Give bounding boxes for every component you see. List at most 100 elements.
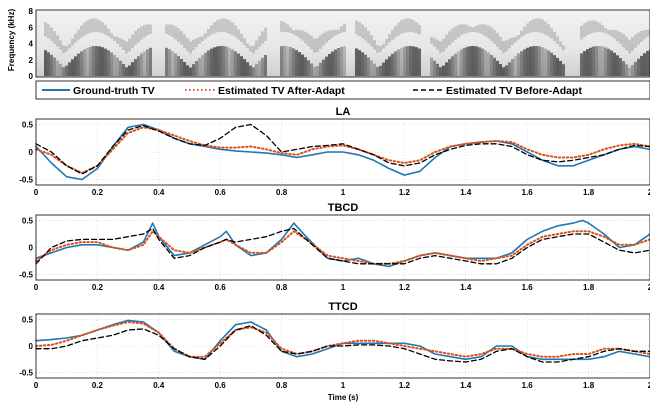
- plot-frame: [35, 118, 650, 186]
- spectrogram-band: [583, 23, 586, 38]
- chart-title: LA: [336, 106, 351, 118]
- spectrogram-band: [240, 33, 243, 43]
- spectrogram-band: [186, 38, 189, 52]
- spectrogram-band: [180, 58, 183, 76]
- spectrogram-band: [313, 38, 316, 53]
- spectrogram-band: [517, 34, 520, 40]
- spectrogram-band: [592, 20, 595, 33]
- spectrogram-band: [301, 30, 304, 41]
- spectrogram-band: [80, 51, 83, 76]
- spectrogram-band: [460, 24, 463, 36]
- spectrogram-band: [442, 65, 445, 76]
- xtick-label: 1: [341, 188, 346, 197]
- xtick-label: 1.4: [460, 381, 472, 390]
- spectrogram-band: [180, 30, 183, 45]
- spectrogram-band: [89, 18, 92, 33]
- spectrogram-band: [328, 53, 331, 76]
- spectrogram-band: [89, 46, 92, 76]
- spectrogram-band: [116, 37, 119, 44]
- spectrogram-band: [240, 56, 243, 76]
- spectrogram-band: [44, 22, 47, 37]
- spectrogram-band: [252, 67, 255, 76]
- spectrogram-band: [364, 54, 367, 76]
- spectrogram-band: [110, 32, 113, 39]
- spectrogram-band: [86, 47, 89, 76]
- spectrogram-band: [174, 26, 177, 40]
- spectrogram-band: [113, 54, 116, 76]
- spectrogram-band: [634, 61, 637, 76]
- xtick-label: 0.8: [276, 188, 288, 197]
- spectrogram-band: [249, 45, 252, 52]
- spectrogram-band: [107, 50, 110, 76]
- spectrogram-band: [337, 47, 340, 76]
- spectrogram-band: [307, 33, 310, 47]
- spectrogram-band: [322, 33, 325, 46]
- spectrogram-band: [171, 51, 174, 76]
- spectrogram-band: [397, 49, 400, 76]
- spectrogram-band: [475, 25, 478, 33]
- spectrogram-band: [622, 61, 625, 76]
- spectrogram-band: [98, 46, 101, 76]
- spectrogram-band: [237, 29, 240, 40]
- spectrogram-band: [505, 65, 508, 76]
- xtick-label: 1.6: [522, 283, 534, 292]
- spectrogram-band: [328, 30, 331, 40]
- spectrogram-band: [334, 49, 337, 76]
- spectrogram-band: [643, 53, 646, 76]
- spectrogram-band: [520, 30, 523, 38]
- spectrogram-band: [628, 39, 631, 54]
- spectrogram-band: [415, 22, 418, 34]
- spectrogram-band: [56, 60, 59, 76]
- spectrogram-band: [301, 54, 304, 76]
- spectrogram-band: [607, 48, 610, 76]
- ytick-label: 0.5: [22, 121, 34, 130]
- spectrogram-band: [56, 35, 59, 47]
- spectrogram-band: [529, 20, 532, 33]
- spectrogram-band: [439, 41, 442, 54]
- spectrogram-band: [391, 29, 394, 40]
- spectrogram-band: [68, 62, 71, 76]
- ytick-label: -0.5: [19, 369, 33, 378]
- spectrogram-band: [313, 66, 316, 76]
- plot-frame: [35, 214, 650, 281]
- spectrogram-band: [246, 62, 249, 76]
- spectrogram-band: [547, 50, 550, 76]
- spectrogram-band: [502, 67, 505, 76]
- spectrogram-band: [595, 46, 598, 76]
- spectrogram-band: [445, 34, 448, 49]
- xtick-label: 0.6: [215, 381, 227, 390]
- spectrogram-band: [92, 46, 95, 76]
- xtick-label: 0: [34, 188, 39, 197]
- spectrogram-band: [448, 59, 451, 76]
- spectrogram-band: [95, 46, 98, 76]
- legend-label-before-adapt: Estimated TV Before-Adapt: [446, 85, 582, 97]
- xtick-label: 1.2: [399, 381, 411, 390]
- spectrogram-band: [463, 47, 466, 76]
- xtick-label: 0.4: [153, 381, 165, 390]
- spectrogram-band: [358, 50, 361, 76]
- series-line-after-adapt: [35, 126, 650, 174]
- spectrogram-band: [370, 60, 373, 76]
- spectrogram-band: [174, 53, 177, 76]
- spectrogram-band: [286, 24, 289, 33]
- spectrogram-band: [517, 53, 520, 76]
- spectrogram-band: [520, 51, 523, 76]
- spectrogram-band: [634, 34, 637, 48]
- spectrogram-band: [586, 21, 589, 36]
- spectrogram-band: [50, 27, 53, 41]
- spectrogram-band: [71, 59, 74, 76]
- spectrogram-band: [361, 24, 364, 39]
- spectrogram-band: [418, 48, 421, 76]
- spectrogram-band: [550, 27, 553, 39]
- spectrogram-band: [385, 59, 388, 76]
- spectrogram-ytick-label: 0: [29, 72, 34, 81]
- spectrogram-band: [122, 39, 125, 50]
- spectrogram-band: [439, 67, 442, 76]
- series-line-before-adapt: [35, 123, 650, 175]
- xtick-label: 0.8: [276, 283, 288, 292]
- spectrogram-band: [604, 28, 607, 34]
- spectrogram-band: [249, 65, 252, 76]
- spectrogram-band: [526, 23, 529, 34]
- spectrogram-band: [442, 38, 445, 52]
